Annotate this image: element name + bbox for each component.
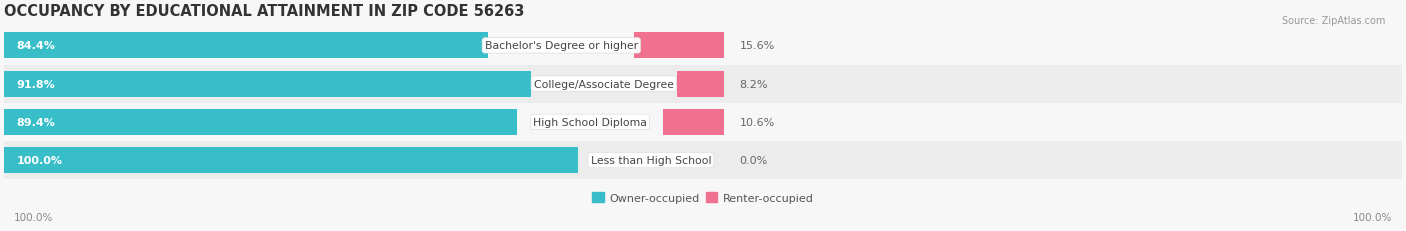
Text: 8.2%: 8.2% [740, 79, 768, 89]
Text: 89.4%: 89.4% [17, 117, 56, 127]
Text: 100.0%: 100.0% [17, 155, 63, 165]
Text: 15.6%: 15.6% [740, 41, 775, 51]
Bar [4, 147, 578, 173]
Text: 91.8%: 91.8% [17, 79, 55, 89]
Bar [4, 33, 488, 59]
Text: Less than High School: Less than High School [591, 155, 711, 165]
Text: 100.0%: 100.0% [14, 212, 53, 222]
Bar [664, 109, 724, 135]
Text: College/Associate Degree: College/Associate Degree [534, 79, 673, 89]
Legend: Owner-occupied, Renter-occupied: Owner-occupied, Renter-occupied [588, 188, 818, 207]
Bar [634, 33, 724, 59]
Bar [4, 109, 517, 135]
Bar [676, 71, 724, 97]
Text: 0.0%: 0.0% [740, 155, 768, 165]
Text: High School Diploma: High School Diploma [533, 117, 647, 127]
Text: OCCUPANCY BY EDUCATIONAL ATTAINMENT IN ZIP CODE 56263: OCCUPANCY BY EDUCATIONAL ATTAINMENT IN Z… [4, 4, 524, 19]
Bar [4, 65, 1402, 103]
Text: Bachelor's Degree or higher: Bachelor's Degree or higher [485, 41, 638, 51]
Bar [4, 141, 1402, 179]
Text: 84.4%: 84.4% [17, 41, 56, 51]
Bar [4, 27, 1402, 65]
Text: Source: ZipAtlas.com: Source: ZipAtlas.com [1281, 16, 1385, 26]
Text: 10.6%: 10.6% [740, 117, 775, 127]
Text: 100.0%: 100.0% [1353, 212, 1392, 222]
Bar [4, 71, 531, 97]
Bar [4, 103, 1402, 141]
